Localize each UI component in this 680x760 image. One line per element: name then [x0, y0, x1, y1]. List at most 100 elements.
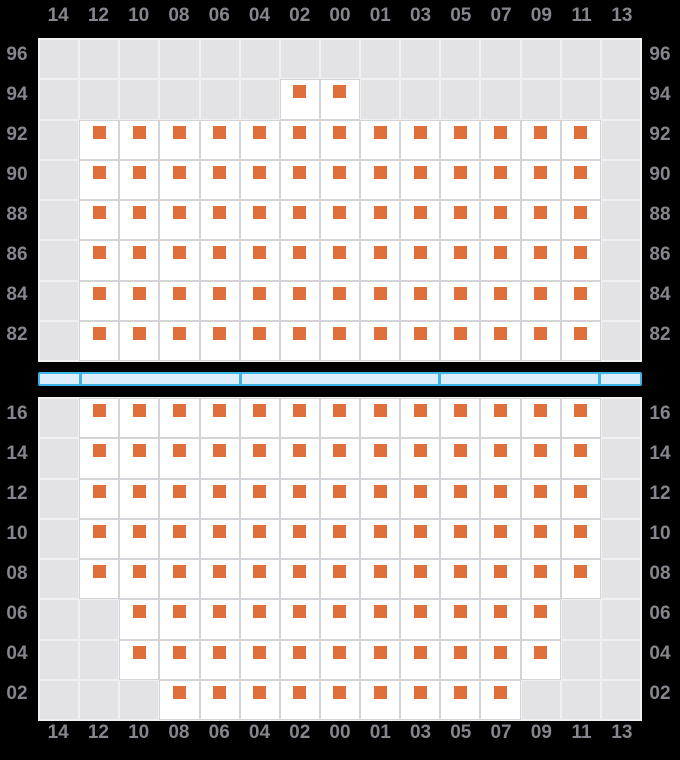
data-cell[interactable] — [200, 120, 239, 159]
data-cell[interactable] — [441, 321, 480, 360]
data-cell[interactable] — [240, 241, 279, 280]
data-cell[interactable] — [401, 600, 440, 639]
data-cell[interactable] — [561, 241, 600, 280]
data-cell[interactable] — [481, 201, 520, 240]
data-cell[interactable] — [200, 399, 239, 438]
data-cell[interactable] — [120, 640, 159, 679]
data-cell[interactable] — [401, 160, 440, 199]
data-cell[interactable] — [120, 560, 159, 599]
data-cell[interactable] — [240, 439, 279, 478]
data-cell[interactable] — [240, 120, 279, 159]
data-cell[interactable] — [240, 201, 279, 240]
data-cell[interactable] — [361, 680, 400, 719]
data-cell[interactable] — [320, 479, 360, 518]
data-cell[interactable] — [521, 439, 560, 478]
data-cell[interactable] — [120, 439, 159, 478]
data-cell[interactable] — [401, 201, 440, 240]
data-cell[interactable] — [521, 201, 560, 240]
data-cell[interactable] — [160, 560, 199, 599]
data-cell[interactable] — [561, 479, 600, 518]
data-cell[interactable] — [320, 439, 360, 478]
data-cell[interactable] — [441, 560, 480, 599]
data-cell[interactable] — [361, 201, 400, 240]
data-cell[interactable] — [441, 479, 480, 518]
data-cell[interactable] — [200, 201, 239, 240]
data-cell[interactable] — [160, 479, 199, 518]
data-cell[interactable] — [481, 120, 520, 159]
data-cell[interactable] — [200, 241, 239, 280]
data-cell[interactable] — [280, 680, 319, 719]
data-cell[interactable] — [441, 399, 480, 438]
data-cell[interactable] — [200, 600, 239, 639]
data-cell[interactable] — [120, 281, 159, 320]
data-cell[interactable] — [320, 160, 360, 199]
data-cell[interactable] — [481, 640, 520, 679]
scrollbar-segment[interactable] — [239, 374, 438, 384]
data-cell[interactable] — [160, 600, 199, 639]
data-cell[interactable] — [80, 120, 119, 159]
data-cell[interactable] — [481, 600, 520, 639]
data-cell[interactable] — [200, 640, 239, 679]
data-cell[interactable] — [160, 120, 199, 159]
data-cell[interactable] — [280, 160, 319, 199]
data-cell[interactable] — [200, 160, 239, 199]
data-cell[interactable] — [120, 120, 159, 159]
scrollbar-segment[interactable] — [40, 374, 79, 384]
data-cell[interactable] — [80, 399, 119, 438]
data-cell[interactable] — [401, 241, 440, 280]
data-cell[interactable] — [320, 80, 360, 119]
data-cell[interactable] — [401, 439, 440, 478]
data-cell[interactable] — [441, 519, 480, 558]
data-cell[interactable] — [521, 640, 560, 679]
data-cell[interactable] — [481, 321, 520, 360]
data-cell[interactable] — [320, 399, 360, 438]
data-cell[interactable] — [521, 160, 560, 199]
data-cell[interactable] — [280, 560, 319, 599]
data-cell[interactable] — [481, 160, 520, 199]
data-cell[interactable] — [320, 321, 360, 360]
data-cell[interactable] — [361, 600, 400, 639]
data-cell[interactable] — [160, 321, 199, 360]
data-cell[interactable] — [80, 201, 119, 240]
data-cell[interactable] — [320, 201, 360, 240]
data-cell[interactable] — [120, 241, 159, 280]
data-cell[interactable] — [80, 281, 119, 320]
data-cell[interactable] — [361, 399, 400, 438]
data-cell[interactable] — [561, 560, 600, 599]
data-cell[interactable] — [120, 160, 159, 199]
data-cell[interactable] — [441, 160, 480, 199]
data-cell[interactable] — [521, 560, 560, 599]
data-cell[interactable] — [240, 399, 279, 438]
data-cell[interactable] — [320, 600, 360, 639]
data-cell[interactable] — [120, 519, 159, 558]
data-cell[interactable] — [561, 519, 600, 558]
data-cell[interactable] — [240, 281, 279, 320]
data-cell[interactable] — [120, 201, 159, 240]
data-cell[interactable] — [280, 80, 319, 119]
data-cell[interactable] — [441, 439, 480, 478]
data-cell[interactable] — [160, 160, 199, 199]
data-cell[interactable] — [361, 321, 400, 360]
data-cell[interactable] — [441, 120, 480, 159]
data-cell[interactable] — [240, 519, 279, 558]
data-cell[interactable] — [280, 600, 319, 639]
data-cell[interactable] — [441, 241, 480, 280]
data-cell[interactable] — [280, 399, 319, 438]
data-cell[interactable] — [160, 519, 199, 558]
scrollbar-segment[interactable] — [597, 374, 640, 384]
data-cell[interactable] — [401, 479, 440, 518]
data-cell[interactable] — [200, 439, 239, 478]
data-cell[interactable] — [80, 160, 119, 199]
data-cell[interactable] — [320, 120, 360, 159]
data-cell[interactable] — [80, 519, 119, 558]
data-cell[interactable] — [320, 241, 360, 280]
data-cell[interactable] — [521, 120, 560, 159]
data-cell[interactable] — [280, 120, 319, 159]
data-cell[interactable] — [401, 519, 440, 558]
data-cell[interactable] — [561, 321, 600, 360]
data-cell[interactable] — [561, 439, 600, 478]
data-cell[interactable] — [481, 680, 520, 719]
data-cell[interactable] — [521, 399, 560, 438]
data-cell[interactable] — [401, 640, 440, 679]
data-cell[interactable] — [120, 399, 159, 438]
